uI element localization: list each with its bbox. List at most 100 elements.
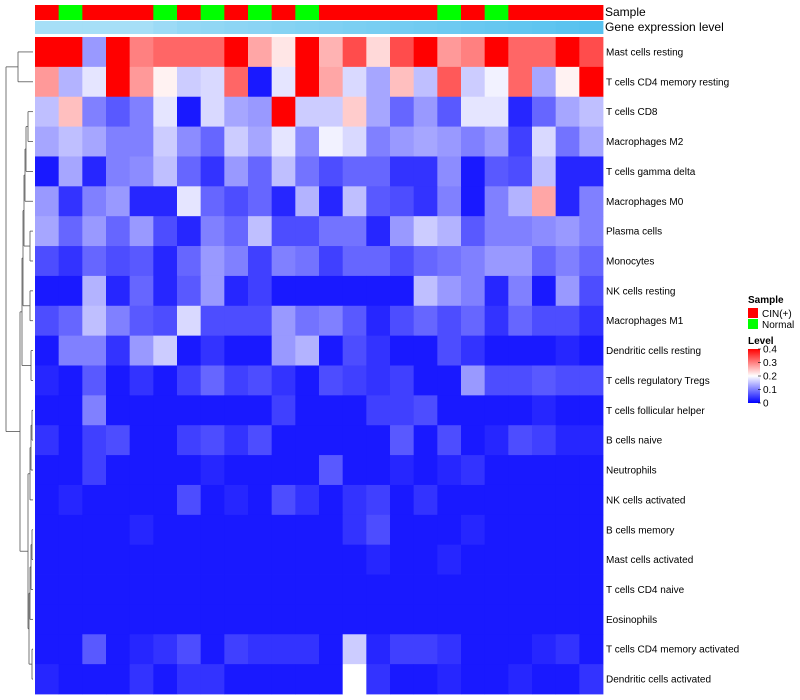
heatmap-cell — [129, 604, 154, 635]
heatmap-cell — [555, 216, 580, 247]
heatmap-cell — [532, 37, 557, 68]
heatmap-cell — [106, 66, 131, 98]
heatmap-cell — [413, 126, 438, 157]
heatmap-cell — [129, 37, 154, 68]
sample-annotation-cell — [58, 5, 83, 20]
heatmap-cell — [177, 66, 202, 98]
heatmap-cell — [366, 186, 391, 217]
heatmap-cell — [58, 305, 83, 337]
heatmap-cell — [461, 275, 486, 307]
heatmap-cell — [484, 156, 509, 187]
heatmap-cell — [82, 305, 107, 337]
heatmap-cell — [248, 216, 273, 247]
heatmap-cell — [295, 514, 320, 546]
sample-annotation-cell — [437, 5, 462, 20]
heatmap-cell — [508, 66, 533, 98]
heatmap-cell — [82, 634, 107, 665]
heatmap-cell — [248, 664, 273, 695]
heatmap-cell — [484, 425, 509, 456]
row-label: Macrophages M1 — [606, 316, 684, 327]
heatmap-cell — [508, 156, 533, 187]
heatmap-cell — [200, 664, 225, 695]
heatmap-cell — [200, 574, 225, 605]
heatmap-cell — [342, 156, 367, 187]
expression-annotation-cell — [342, 21, 367, 34]
heatmap-cell — [82, 275, 107, 307]
heatmap-cell — [390, 514, 415, 546]
heatmap-cell — [129, 395, 154, 426]
heatmap-cell — [319, 335, 344, 366]
row-label: Macrophages M0 — [606, 197, 684, 208]
heatmap-cell — [82, 186, 107, 217]
row-label: Eosinophils — [606, 615, 657, 626]
heatmap-cell — [461, 335, 486, 366]
heatmap-cell — [248, 634, 273, 665]
row-label: T cells regulatory Tregs — [606, 376, 710, 387]
heatmap-cell — [106, 37, 131, 68]
heatmap-cell — [35, 544, 60, 575]
legend-swatch-normal — [748, 319, 758, 329]
heatmap-cell — [153, 275, 178, 307]
heatmap-cell — [437, 305, 462, 337]
heatmap-cell — [437, 216, 462, 247]
sample-annotation-cell — [484, 5, 509, 20]
heatmap-cell — [555, 186, 580, 217]
heatmap-cell — [390, 574, 415, 605]
heatmap-cell — [437, 246, 462, 277]
heatmap-cell — [177, 664, 202, 695]
heatmap-cell — [35, 395, 60, 426]
heatmap-cell — [319, 574, 344, 605]
heatmap-cell — [508, 96, 533, 127]
heatmap-cell — [437, 634, 462, 665]
heatmap-cell — [224, 66, 249, 98]
sample-annotation-cell — [200, 5, 225, 20]
heatmap-cell — [200, 425, 225, 456]
level-tick-label: 0.1 — [763, 385, 777, 396]
heatmap-cell — [200, 514, 225, 546]
heatmap-cell — [461, 186, 486, 217]
heatmap-cell — [342, 484, 367, 516]
heatmap-cell — [319, 126, 344, 157]
sample-annotation-cell — [35, 5, 60, 20]
heatmap-cell — [342, 96, 367, 127]
heatmap-cell — [532, 574, 557, 605]
heatmap-cell — [58, 664, 83, 695]
heatmap-cell — [271, 126, 296, 157]
heatmap-cell — [177, 335, 202, 366]
heatmap-cell — [437, 96, 462, 127]
heatmap-cell — [58, 455, 83, 486]
heatmap-cell — [555, 604, 580, 635]
heatmap-cell — [271, 216, 296, 247]
heatmap-cell — [319, 37, 344, 68]
heatmap-cell — [58, 514, 83, 546]
heatmap-cell — [461, 365, 486, 396]
heatmap-cell — [532, 544, 557, 575]
heatmap-cell — [319, 246, 344, 277]
heatmap-cell — [532, 156, 557, 187]
heatmap-cell — [555, 305, 580, 337]
heatmap-cell — [58, 335, 83, 366]
sample-annotation-cell — [153, 5, 178, 20]
heatmap-cell — [484, 126, 509, 157]
heatmap-cell — [153, 395, 178, 426]
heatmap-cell — [224, 37, 249, 68]
heatmap-cell — [248, 156, 273, 187]
heatmap-cell — [508, 634, 533, 665]
heatmap-cell — [153, 37, 178, 68]
heatmap-cell — [532, 216, 557, 247]
heatmap-cell — [555, 634, 580, 665]
heatmap-cell — [342, 216, 367, 247]
sample-annotation-cell — [532, 5, 557, 20]
heatmap-cell — [413, 37, 438, 68]
heatmap-cell — [579, 634, 604, 665]
heatmap-cell — [342, 574, 367, 605]
heatmap-cell — [555, 514, 580, 546]
heatmap-cell — [82, 574, 107, 605]
heatmap-cell — [342, 37, 367, 68]
sample-annotation-cell — [129, 5, 154, 20]
row-labels: Mast cells resting T cells CD4 memory res… — [606, 47, 739, 685]
heatmap-cell — [508, 365, 533, 396]
heatmap-cell — [437, 395, 462, 426]
expression-annotation-cell — [224, 21, 249, 34]
row-label: NK cells resting — [606, 286, 675, 297]
